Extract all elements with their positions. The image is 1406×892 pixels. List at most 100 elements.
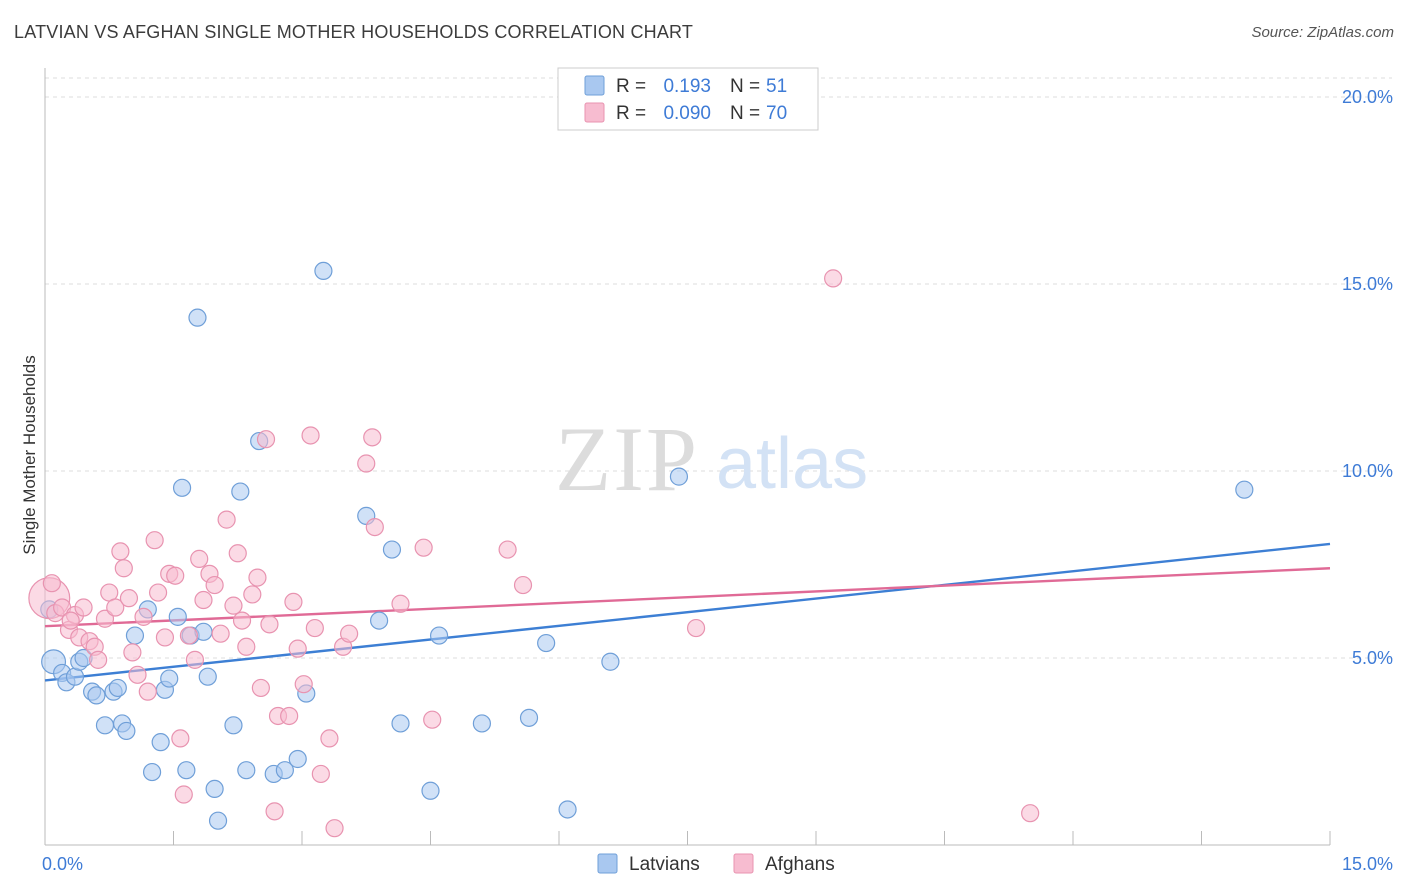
afghan-point (686, 618, 706, 638)
watermark-zip: ZIP (555, 408, 699, 510)
afghan-point (414, 538, 433, 557)
afghan-point (171, 729, 190, 748)
latvian-point (237, 761, 256, 780)
legend: R = 0.193 N = 51 R = 0.090 N = 70 Latvians Afghan… (557, 67, 835, 875)
afghan-point (138, 682, 157, 701)
latvian-point (288, 749, 307, 769)
afghan-point (174, 785, 193, 804)
latvian-point (391, 714, 410, 733)
bottom-legend-swatch (597, 853, 618, 874)
legend-swatch (584, 102, 605, 123)
grid-lines (45, 77, 1392, 659)
afghan-point (237, 637, 256, 656)
legend-r-value: 0.090 (663, 103, 711, 124)
afghan-point (211, 624, 230, 643)
afghan-point (251, 678, 270, 698)
y-tick-label: 15.0% (1342, 274, 1393, 294)
y-tick-label: 10.0% (1342, 461, 1393, 481)
x-tick-label: 0.0% (42, 854, 83, 874)
legend-n-value: 51 (766, 76, 787, 97)
latvian-point (65, 667, 85, 686)
afghan-point (179, 626, 199, 645)
afghan-point (74, 598, 93, 617)
afghan-point (114, 559, 133, 578)
afghan-point (824, 269, 843, 288)
latvian-point (198, 667, 217, 686)
afghan-point (363, 428, 382, 447)
afghan-point (228, 544, 247, 563)
latvian-point (168, 607, 187, 626)
latvian-point (188, 308, 207, 327)
afghan-point (357, 454, 376, 473)
source-label: Source: ZipAtlas.com (1251, 24, 1394, 41)
latvian-point (429, 626, 449, 645)
legend-n-label: N = (730, 76, 760, 97)
latvian-point (537, 633, 556, 653)
afghan-point (166, 566, 185, 585)
x-tick-label: 15.0% (1342, 854, 1393, 874)
legend-swatch (584, 75, 605, 96)
latvian-point (142, 762, 162, 782)
latvian-point (117, 721, 136, 741)
afghan-point (123, 643, 142, 662)
afghan-point (243, 585, 262, 604)
afghan-point (61, 611, 80, 630)
bottom-legend-swatch (733, 853, 754, 874)
latvian-point (160, 669, 179, 688)
legend-r-value: 0.193 (663, 76, 711, 97)
afghan-point (320, 729, 339, 748)
afghan-point (248, 568, 267, 587)
afghan-point (128, 665, 147, 684)
bottom-legend-label: Afghans (765, 854, 835, 875)
afghan-point (280, 706, 299, 726)
latvian-point (519, 708, 539, 727)
afghan-point (224, 596, 243, 615)
afghan-point (1021, 804, 1040, 823)
latvian-trend-line (44, 542, 1331, 682)
afghan-point (423, 710, 442, 729)
afghan-point (95, 609, 115, 628)
axes: 5.0% 10.0% 15.0% 20.0% 0.0% 15.0% (42, 68, 1393, 874)
legend-r-label: R = (616, 103, 646, 124)
afghan-point (194, 590, 213, 610)
afghan-point (134, 607, 153, 626)
afghan-point (106, 598, 125, 617)
y-tick-label: 5.0% (1352, 648, 1393, 668)
afghan-point (311, 764, 330, 784)
afghan-point (119, 589, 139, 608)
y-tick-label: 20.0% (1342, 87, 1393, 107)
latvian-point (382, 540, 402, 559)
afghan-point (391, 594, 410, 613)
afghan-point (256, 430, 276, 449)
afghan-point (513, 575, 533, 595)
latvian-point (87, 686, 106, 705)
afghan-point (305, 618, 324, 638)
afghan-point (217, 510, 236, 529)
afghan-point (190, 549, 209, 568)
latvian-point (95, 716, 115, 735)
afghan-trend-line (44, 567, 1331, 628)
afghan-point (288, 639, 307, 658)
afghan-point (260, 615, 279, 634)
afghan-point (89, 650, 108, 669)
afghan-point (42, 574, 61, 593)
latvian-point (208, 811, 228, 830)
latvian-point (669, 467, 689, 486)
latvian-point (125, 626, 145, 645)
legend-r-label: R = (616, 76, 646, 97)
latvian-point (172, 478, 192, 497)
afghan-point (340, 624, 359, 643)
latvian-point (151, 733, 170, 752)
chart-title: LATVIAN VS AFGHAN SINGLE MOTHER HOUSEHOL… (14, 22, 694, 42)
afghan-point (265, 802, 284, 821)
latvian-point (558, 800, 577, 819)
afghan-point (498, 540, 517, 559)
latvian-point (370, 611, 389, 630)
afghan-point (284, 592, 303, 612)
afghan-point (294, 675, 313, 694)
afghan-point (365, 517, 384, 537)
afghan-point (185, 650, 205, 669)
afghan-point (145, 531, 164, 550)
latvian-point (314, 261, 333, 281)
